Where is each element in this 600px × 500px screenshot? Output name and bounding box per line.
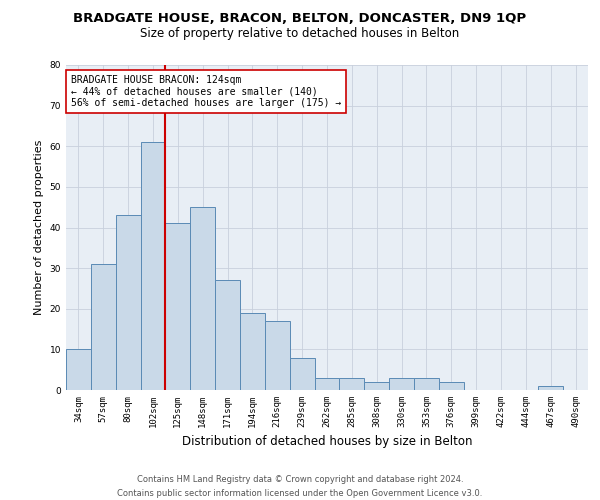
Bar bbox=[166, 224, 190, 390]
Bar bbox=[538, 386, 563, 390]
Bar bbox=[364, 382, 389, 390]
Bar bbox=[240, 313, 265, 390]
Text: BRADGATE HOUSE, BRACON, BELTON, DONCASTER, DN9 1QP: BRADGATE HOUSE, BRACON, BELTON, DONCASTE… bbox=[73, 12, 527, 26]
Bar bbox=[140, 142, 166, 390]
Bar bbox=[439, 382, 464, 390]
Bar bbox=[91, 264, 116, 390]
Bar bbox=[340, 378, 364, 390]
Bar bbox=[290, 358, 314, 390]
Text: BRADGATE HOUSE BRACON: 124sqm
← 44% of detached houses are smaller (140)
56% of : BRADGATE HOUSE BRACON: 124sqm ← 44% of d… bbox=[71, 74, 341, 108]
Bar bbox=[66, 350, 91, 390]
Bar bbox=[116, 216, 140, 390]
Text: Size of property relative to detached houses in Belton: Size of property relative to detached ho… bbox=[140, 28, 460, 40]
Bar bbox=[190, 207, 215, 390]
Bar bbox=[389, 378, 414, 390]
Bar bbox=[414, 378, 439, 390]
Bar bbox=[215, 280, 240, 390]
X-axis label: Distribution of detached houses by size in Belton: Distribution of detached houses by size … bbox=[182, 436, 472, 448]
Text: Contains HM Land Registry data © Crown copyright and database right 2024.
Contai: Contains HM Land Registry data © Crown c… bbox=[118, 476, 482, 498]
Bar bbox=[265, 321, 290, 390]
Bar bbox=[314, 378, 340, 390]
Y-axis label: Number of detached properties: Number of detached properties bbox=[34, 140, 44, 315]
